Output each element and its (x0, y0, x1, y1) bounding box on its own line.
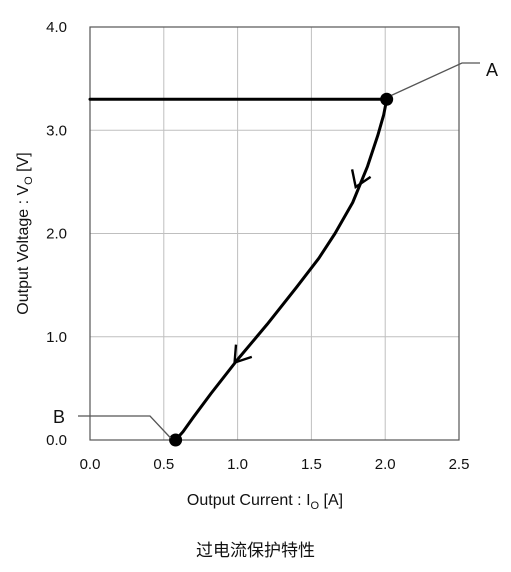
x-tick-label: 0.5 (153, 456, 174, 473)
direction-arrow (350, 169, 372, 190)
grid-lines (89, 26, 460, 441)
x-tick-label: 1.0 (227, 456, 248, 473)
callout-label-b: B (53, 407, 65, 427)
y-tick-label: 1.0 (46, 329, 67, 346)
y-tick-label: 3.0 (46, 122, 67, 139)
leader-line-a (391, 62, 480, 96)
callout-label-a: A (486, 60, 498, 80)
x-tick-label: 2.5 (449, 456, 470, 473)
y-axis-label-subscript: O (23, 176, 35, 185)
marker-point-a (380, 92, 394, 106)
callout-layer: AB (53, 60, 498, 447)
plot-frame (89, 26, 460, 441)
x-tick-label: 0.0 (80, 456, 101, 473)
figure-caption: 过电流保护特性 (196, 541, 315, 561)
x-tick-label: 1.5 (301, 456, 322, 473)
y-tick-labels: 0.0 1.0 2.0 3.0 4.0 (46, 19, 67, 449)
direction-arrow (233, 344, 253, 365)
x-tick-labels: 0.0 0.5 1.0 1.5 2.0 2.5 (80, 456, 470, 473)
leader-line-b (78, 415, 172, 439)
marker-point-b (169, 433, 183, 447)
y-tick-label: 2.0 (46, 226, 67, 243)
y-axis-label: Output Voltage : VO [V] (15, 152, 35, 314)
x-axis-label: Output Current : IO [A] (187, 492, 343, 512)
y-tick-label: 4.0 (46, 19, 67, 36)
x-tick-label: 2.0 (375, 456, 396, 473)
series-line (88, 97, 389, 442)
chart: 0.0 0.5 1.0 1.5 2.0 2.5 0.01.02.03.04.0 AB Ou… (15, 19, 498, 512)
x-axis-label-subscript: O (311, 500, 320, 512)
y-tick-label: 0.0 (46, 432, 67, 449)
series-layer (88, 97, 389, 442)
